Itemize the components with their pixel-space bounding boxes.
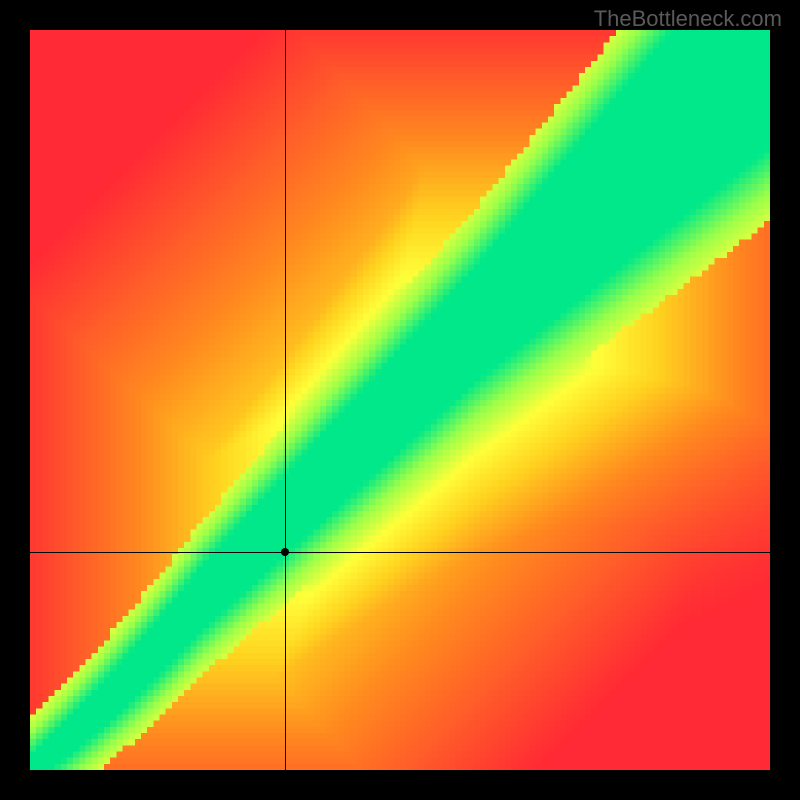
heatmap-canvas xyxy=(30,30,770,770)
watermark-text: TheBottleneck.com xyxy=(594,6,782,32)
crosshair-horizontal xyxy=(30,552,770,553)
crosshair-vertical xyxy=(285,30,286,770)
marker-dot xyxy=(281,548,289,556)
bottleneck-heatmap xyxy=(30,30,770,770)
